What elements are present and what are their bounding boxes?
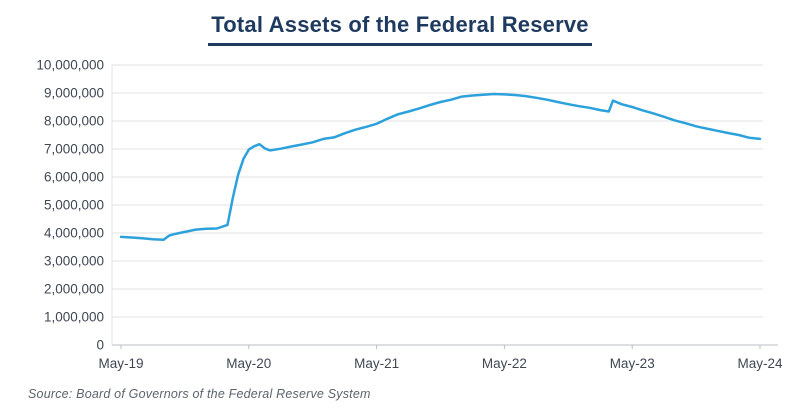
y-tick-label: 7,000,000	[44, 142, 104, 157]
y-tick-label: 5,000,000	[44, 198, 104, 213]
title-area: Total Assets of the Federal Reserve	[0, 12, 800, 46]
x-tick-label: May-23	[610, 356, 655, 371]
x-tick-label: May-21	[354, 356, 399, 371]
y-tick-label: 2,000,000	[44, 282, 104, 297]
y-tick-label: 3,000,000	[44, 254, 104, 269]
x-tick-label: May-20	[226, 356, 271, 371]
y-tick-label: 0	[96, 338, 104, 353]
x-tick-label: May-19	[98, 356, 143, 371]
chart-title: Total Assets of the Federal Reserve	[208, 12, 592, 46]
y-tick-label: 4,000,000	[44, 226, 104, 241]
x-tick-label: May-24	[737, 356, 783, 371]
y-tick-label: 1,000,000	[44, 310, 104, 325]
y-tick-label: 9,000,000	[44, 86, 104, 101]
y-tick-label: 8,000,000	[44, 114, 104, 129]
y-tick-label: 6,000,000	[44, 170, 104, 185]
x-tick-label: May-22	[482, 356, 527, 371]
source-note: Source: Board of Governors of the Federa…	[28, 387, 371, 401]
series-line	[119, 92, 762, 241]
y-tick-label: 10,000,000	[36, 58, 104, 73]
